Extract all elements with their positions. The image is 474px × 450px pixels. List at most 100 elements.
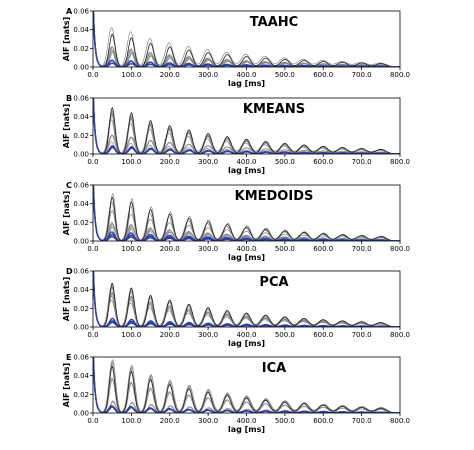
y-tick-label: 0.02 [73, 219, 89, 227]
series-line-dark [93, 185, 400, 241]
series-line-grey [93, 11, 400, 67]
series-line-blue [93, 357, 400, 413]
series-line-grey [93, 98, 400, 154]
series-line-dark [93, 11, 400, 67]
series-line-blue [93, 98, 400, 154]
x-tick-label: 0.0 [87, 331, 98, 339]
x-axis-label: lag [ms] [228, 339, 265, 348]
series-line-grey [93, 357, 400, 413]
x-tick-label: 600.0 [313, 245, 333, 253]
series-line-grey [93, 98, 400, 154]
panel-letter: A [66, 7, 73, 16]
series-group [93, 98, 400, 154]
series-line-grey [93, 357, 400, 413]
panel-letter: E [66, 353, 71, 362]
y-axis-label: AIF [nats] [62, 363, 71, 407]
x-tick-label: 500.0 [275, 158, 295, 166]
x-tick-label: 400.0 [236, 158, 256, 166]
series-line-blue [93, 11, 400, 67]
series-line-grey [93, 98, 400, 154]
series-line-grey [93, 357, 400, 413]
y-tick-label: 0.04 [73, 113, 89, 121]
x-tick-label: 200.0 [160, 71, 180, 79]
series-line-grey [93, 98, 400, 154]
series-line-grey [93, 11, 400, 67]
panel-b: 0.00 0.02 0.04 0.06 0.0 100.0 200.0 300.0 400.0 5… [62, 94, 410, 175]
y-tick-label: 0.06 [73, 354, 89, 362]
x-tick-label: 700.0 [352, 158, 372, 166]
series-line-grey [93, 185, 400, 241]
x-tick-label: 100.0 [121, 417, 141, 425]
panel-letter: B [66, 94, 72, 103]
series-line-grey [93, 98, 400, 154]
y-tick-label: 0.04 [73, 26, 89, 34]
y-axis-label: AIF [nats] [62, 17, 71, 61]
series-line-blue [93, 98, 400, 154]
x-tick-label: 0.0 [87, 71, 98, 79]
panel-title: ICA [262, 361, 286, 376]
series-line-dark [93, 357, 400, 413]
y-tick-label: 0.04 [73, 286, 89, 294]
x-tick-label: 600.0 [313, 417, 333, 425]
series-line-dark [93, 98, 400, 154]
x-tick-label: 300.0 [198, 331, 218, 339]
y-axis-label: AIF [nats] [62, 104, 71, 148]
x-tick-label: 800.0 [390, 71, 410, 79]
y-tick-label: 0.06 [73, 182, 89, 190]
y-tick-label: 0.02 [73, 45, 89, 53]
y-tick-label: 0.00 [73, 64, 89, 72]
y-tick-label: 0.02 [73, 132, 89, 140]
x-axis-label: lag [ms] [228, 79, 265, 88]
x-tick-label: 300.0 [198, 158, 218, 166]
panel-title: TAAHC [250, 15, 298, 30]
y-tick-label: 0.00 [73, 324, 89, 332]
series-line-grey [93, 11, 400, 67]
series-line-grey [93, 357, 400, 413]
plot-frame [92, 356, 401, 414]
x-tick-label: 0.0 [87, 158, 98, 166]
x-tick-label: 100.0 [121, 158, 141, 166]
x-tick-label: 500.0 [275, 331, 295, 339]
x-tick-label: 500.0 [275, 71, 295, 79]
x-tick-label: 300.0 [198, 417, 218, 425]
x-tick-label: 400.0 [236, 331, 256, 339]
panel-title: PCA [259, 275, 288, 290]
y-tick-label: 0.00 [73, 410, 89, 418]
series-line-grey [93, 11, 400, 67]
series-line-grey [93, 11, 400, 67]
series-line-grey [93, 357, 400, 413]
y-tick-label: 0.04 [73, 200, 89, 208]
x-tick-label: 500.0 [275, 417, 295, 425]
series-line-grey [93, 357, 400, 413]
series-line-blue [93, 11, 400, 67]
series-line-blue [93, 11, 400, 67]
series-line-grey [93, 271, 400, 327]
panel-letter: D [66, 267, 73, 276]
panel-e: 0.00 0.02 0.04 0.06 0.0 100.0 200.0 300.0 400.0 5… [62, 353, 410, 434]
series-line-grey [93, 98, 400, 154]
panel-d: 0.00 0.02 0.04 0.06 0.0 100.0 200.0 300.0 400.0 5… [62, 267, 410, 348]
y-tick-label: 0.06 [73, 268, 89, 276]
y-tick-label: 0.02 [73, 305, 89, 313]
series-group [93, 11, 400, 67]
x-tick-label: 200.0 [160, 417, 180, 425]
x-tick-label: 800.0 [390, 158, 410, 166]
x-tick-label: 600.0 [313, 158, 333, 166]
y-axis-label: AIF [nats] [62, 191, 71, 235]
y-axis-label: AIF [nats] [62, 277, 71, 321]
x-tick-label: 700.0 [352, 331, 372, 339]
x-tick-label: 800.0 [390, 245, 410, 253]
x-tick-label: 700.0 [352, 245, 372, 253]
x-tick-label: 300.0 [198, 71, 218, 79]
x-tick-label: 600.0 [313, 71, 333, 79]
y-tick-label: 0.02 [73, 391, 89, 399]
panel-a: 0.00 0.02 0.04 0.06 0.0 100.0 200.0 300.0 400.0 5… [62, 7, 410, 88]
series-group [93, 357, 400, 413]
x-tick-label: 100.0 [121, 245, 141, 253]
y-tick-label: 0.00 [73, 238, 89, 246]
x-tick-label: 800.0 [390, 331, 410, 339]
x-tick-label: 200.0 [160, 331, 180, 339]
panel-title: KMEDOIDS [235, 189, 314, 204]
x-tick-label: 600.0 [313, 331, 333, 339]
series-group [93, 271, 400, 327]
